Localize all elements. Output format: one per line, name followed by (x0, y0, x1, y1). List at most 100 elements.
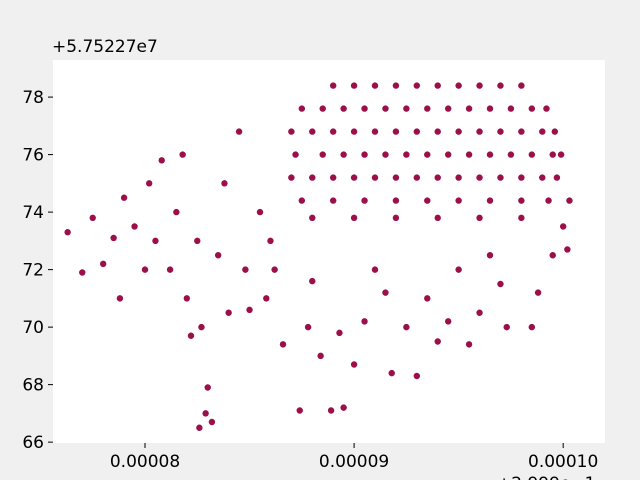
point (424, 295, 431, 302)
y-tick-label: 72 (22, 261, 44, 281)
point (434, 338, 441, 345)
point (350, 174, 358, 181)
x-offset-text: +2.999e−1 (497, 474, 595, 480)
point (486, 151, 494, 158)
point (392, 128, 400, 135)
point (187, 332, 195, 339)
point (263, 295, 270, 302)
point (403, 105, 410, 112)
point (486, 197, 494, 204)
point (242, 266, 249, 273)
point (350, 82, 358, 89)
point (225, 309, 232, 316)
point (288, 174, 295, 181)
point (298, 105, 306, 112)
point (534, 289, 542, 296)
point (340, 151, 347, 158)
point (196, 424, 203, 431)
point (208, 418, 216, 426)
point (413, 82, 421, 89)
point (424, 151, 431, 158)
point (557, 151, 565, 158)
point (120, 194, 128, 201)
point (361, 197, 368, 204)
point (110, 234, 117, 242)
point (549, 252, 556, 259)
x-tick-label: 0.00008 (110, 452, 180, 472)
point (288, 128, 295, 135)
point (267, 237, 274, 245)
point (173, 208, 180, 216)
point (476, 214, 483, 222)
y-tick-label: 74 (22, 203, 44, 223)
point (434, 82, 441, 89)
y-tick-label: 78 (22, 88, 44, 108)
point (319, 105, 326, 112)
point (424, 197, 431, 204)
point (202, 410, 209, 417)
point (382, 105, 389, 112)
point (141, 266, 149, 273)
point (392, 197, 400, 204)
point (317, 352, 324, 360)
point (350, 214, 358, 222)
point (403, 151, 410, 158)
point (361, 151, 368, 158)
point (444, 105, 452, 112)
point (152, 237, 159, 245)
point (179, 151, 186, 158)
point (319, 151, 326, 158)
point (551, 128, 559, 135)
point (327, 407, 335, 414)
point (518, 197, 525, 204)
point (371, 174, 379, 181)
point (559, 223, 567, 230)
point (543, 105, 550, 112)
point (329, 82, 337, 89)
point (392, 174, 400, 181)
point (392, 82, 400, 89)
point (309, 128, 316, 135)
point (528, 323, 536, 331)
point (539, 128, 546, 135)
point (455, 197, 462, 204)
point (476, 82, 483, 89)
point (497, 128, 504, 135)
point (518, 174, 525, 181)
point (413, 174, 421, 181)
point (564, 246, 571, 253)
point (553, 174, 561, 181)
point (309, 277, 316, 285)
point (465, 151, 473, 158)
point (486, 105, 494, 112)
point (256, 208, 264, 216)
point (194, 237, 201, 245)
point (476, 128, 483, 135)
point (507, 105, 515, 112)
point (455, 266, 462, 273)
point (350, 128, 358, 135)
point (79, 269, 86, 276)
point (89, 214, 96, 222)
point (507, 151, 515, 158)
point (145, 180, 153, 187)
point (329, 197, 337, 204)
point (518, 82, 525, 89)
point (166, 266, 174, 273)
point (497, 82, 504, 89)
point (566, 197, 573, 204)
point (528, 151, 536, 158)
point (455, 174, 462, 181)
point (455, 128, 462, 135)
y-tick-label: 68 (22, 376, 44, 396)
point (434, 128, 441, 135)
point (371, 128, 379, 135)
point (476, 174, 483, 181)
point (382, 289, 389, 296)
point (309, 214, 316, 222)
y-tick-label: 76 (22, 146, 44, 166)
point (99, 260, 107, 268)
point (350, 361, 358, 368)
point (340, 105, 347, 112)
